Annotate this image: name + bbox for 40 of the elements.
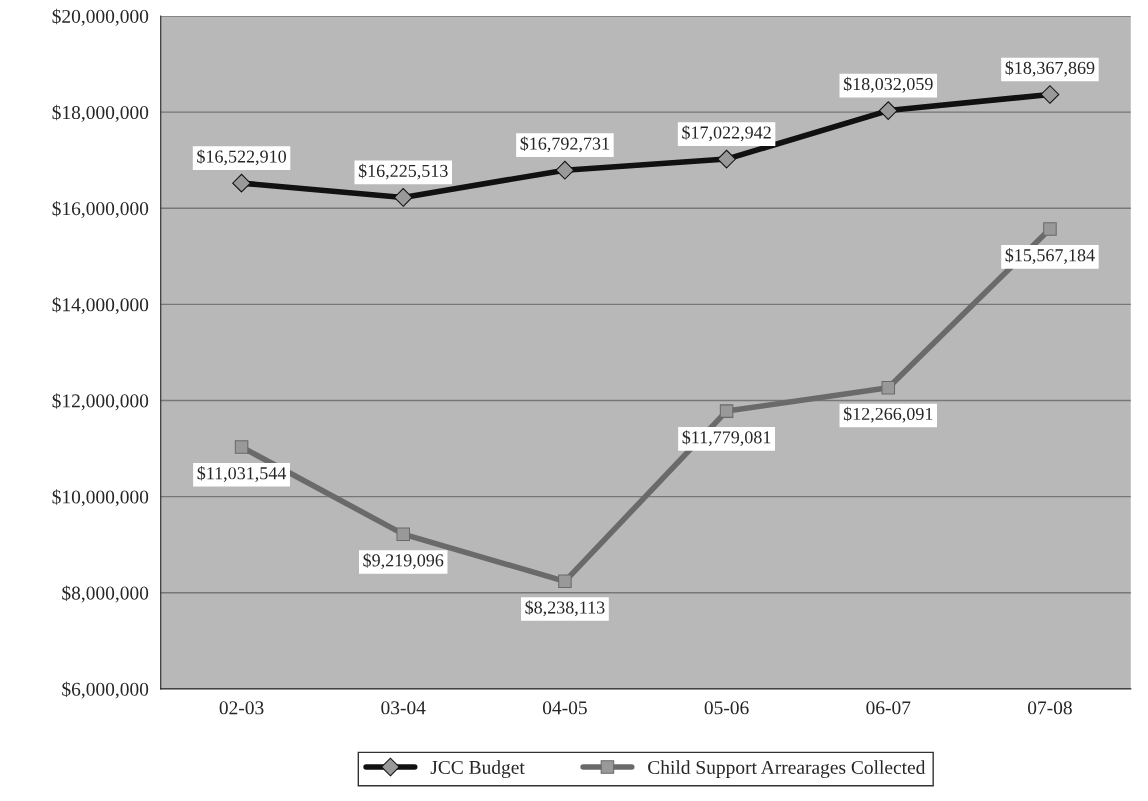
data-label: $9,219,096: [363, 553, 444, 570]
y-tick-label: $16,000,000: [52, 200, 149, 218]
point: [881, 380, 896, 395]
point: [232, 173, 251, 193]
x-tick-label: 06-07: [866, 701, 911, 715]
data-label: $16,792,731: [520, 136, 609, 153]
data-label: $16,522,910: [197, 149, 287, 166]
point: [234, 440, 249, 454]
point: [1040, 85, 1060, 104]
data-label: $18,032,059: [843, 76, 933, 93]
y-tick-label: $14,000,000: [52, 297, 149, 315]
data-label: $11,779,081: [682, 430, 771, 447]
data-label: $12,266,091: [843, 406, 933, 423]
point: [555, 160, 575, 180]
data-label: $11,031,544: [197, 466, 287, 482]
data-label: $16,225,513: [358, 163, 448, 180]
data-label: $17,022,942: [682, 125, 771, 142]
x-tick-label: 05-06: [704, 701, 749, 715]
point: [878, 101, 898, 120]
point: [717, 149, 736, 169]
point: [393, 188, 413, 207]
point: [719, 404, 734, 418]
data-label: $15,567,184: [1005, 248, 1095, 264]
x-tick-label: 02-03: [219, 701, 264, 715]
point: [558, 574, 572, 589]
y-tick-label: $20,000,000: [52, 8, 149, 26]
y-tick-label: $12,000,000: [52, 393, 149, 411]
point: [1043, 222, 1057, 236]
legend-label: Child Support Arrearages Collected: [648, 760, 926, 778]
legend-label: JCC Budget: [430, 760, 525, 778]
data-label: $8,238,113: [525, 600, 605, 617]
y-tick-label: $6,000,000: [62, 681, 149, 699]
data-label: $18,367,869: [1005, 60, 1095, 77]
point: [396, 527, 410, 541]
x-tick-label: 03-04: [381, 701, 426, 715]
x-tick-label: 04-05: [542, 701, 587, 715]
y-tick-label: $8,000,000: [62, 585, 149, 603]
y-tick-label: $10,000,000: [52, 489, 149, 507]
x-tick-label: 07-08: [1028, 701, 1072, 715]
y-tick-label: $18,000,000: [52, 104, 149, 122]
